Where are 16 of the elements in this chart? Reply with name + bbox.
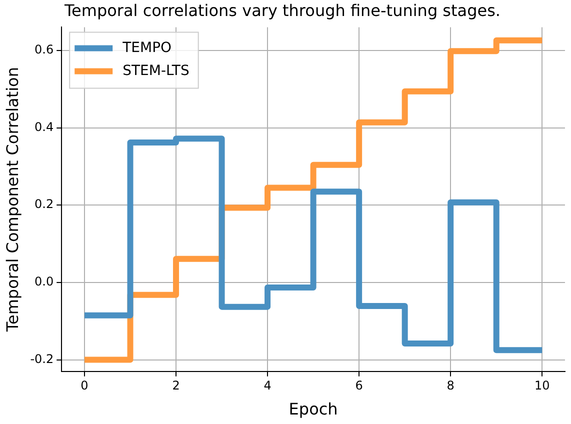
x-tick-label: 2: [172, 378, 180, 393]
x-tick-label: 0: [80, 378, 88, 393]
legend-label: TEMPO: [122, 40, 172, 56]
x-tick-label: 10: [534, 378, 550, 393]
y-tick-label: -0.2: [30, 352, 54, 366]
x-tick-label: 6: [355, 378, 363, 393]
x-tick-label: 8: [446, 378, 454, 393]
x-axis-title: Epoch: [288, 400, 338, 419]
y-tick-label: 0.6: [34, 42, 54, 57]
legend-label: STEM-LTS: [122, 62, 190, 79]
x-tick-label: 4: [264, 378, 272, 393]
y-tick-label: 0.4: [34, 120, 54, 134]
y-tick-label: 0.0: [34, 274, 54, 289]
y-axis-title: Temporal Component Correlation: [2, 67, 22, 333]
y-tick-label: 0.2: [34, 197, 54, 212]
chart-title: Temporal correlations vary through fine-tuning stages.: [63, 0, 501, 20]
